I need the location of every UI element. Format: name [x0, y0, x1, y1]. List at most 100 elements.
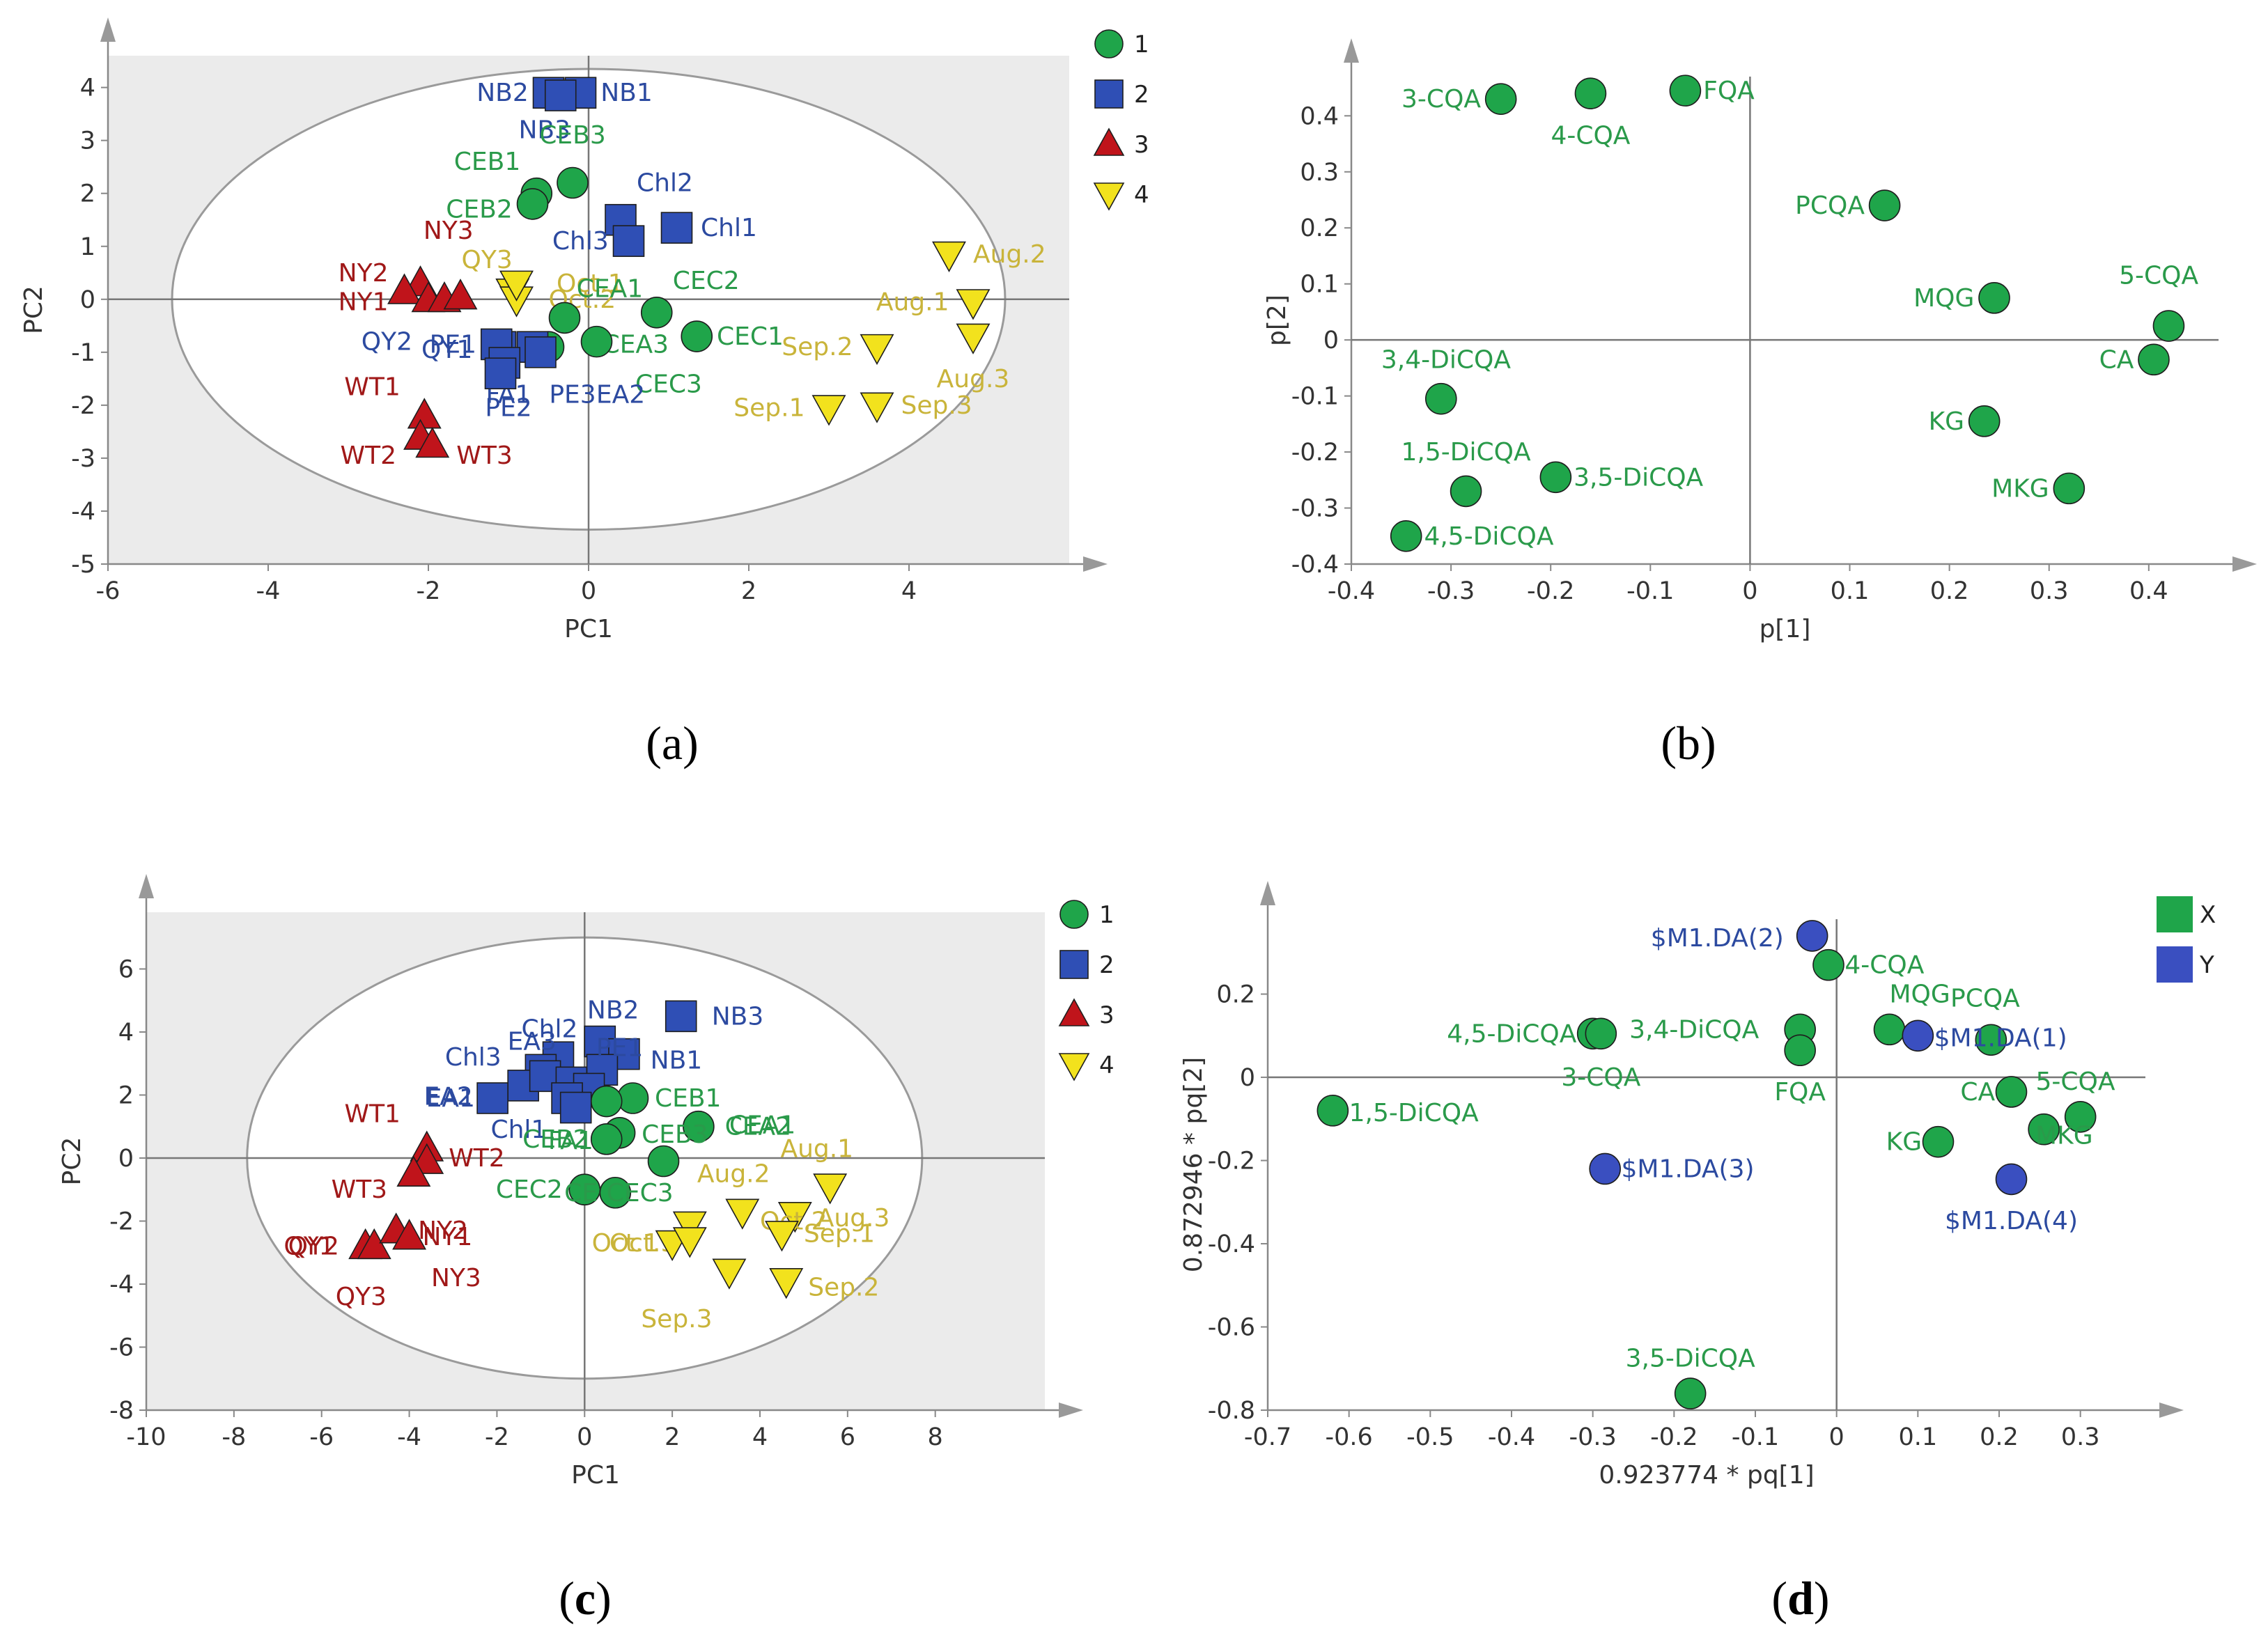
data-point [1868, 189, 1901, 221]
data-point [1995, 1163, 2028, 1196]
x-tick-label: 0.4 [2129, 577, 2168, 605]
x-tick-label: 0 [1742, 577, 1757, 605]
caption-part: ) [683, 717, 699, 769]
x-tick-label: 0 [581, 577, 596, 605]
y-tick-label: 4 [80, 75, 95, 102]
data-label: Sep.2 [808, 1274, 879, 1302]
data-label: 3,5-DiCQA [1574, 463, 1703, 492]
legend-label: 1 [1134, 31, 1149, 58]
data-point [2152, 310, 2185, 342]
x-tick-label: 6 [840, 1423, 855, 1451]
data-point [860, 334, 894, 366]
x-tick-label: -4 [256, 577, 281, 605]
data-label: CEC2 [496, 1175, 563, 1204]
data-point [1450, 475, 1482, 508]
data-point [672, 1211, 707, 1242]
y-tick-label: -2 [71, 392, 95, 420]
y-tick-label: 3 [80, 127, 95, 155]
x-tick-label: 8 [928, 1423, 943, 1451]
data-point [1484, 83, 1517, 115]
data-point [559, 1091, 592, 1124]
data-point [813, 1173, 848, 1205]
data-label: NB3 [712, 1002, 764, 1031]
data-point [1978, 282, 2010, 314]
data-point [764, 1221, 799, 1252]
data-label: QY1 [284, 1233, 334, 1261]
data-label: CEC3 [635, 370, 702, 398]
caption-part: ( [1771, 1572, 1787, 1625]
y-tick-label: -0.4 [1208, 1230, 1255, 1258]
data-point [443, 279, 478, 310]
x-tick-label: -0.2 [1650, 1423, 1698, 1451]
data-label: Aug.2 [697, 1160, 770, 1189]
data-point [956, 289, 991, 320]
data-label: EA2 [424, 1083, 473, 1111]
data-label: CEB3 [642, 1120, 708, 1149]
data-label: PCQA [1795, 192, 1865, 220]
data-label: CA [1960, 1078, 1995, 1107]
data-label: 3-CQA [1401, 85, 1481, 114]
data-label: KG [1929, 407, 1965, 436]
legend-label: X [2200, 901, 2216, 929]
x-tick-label: -0.3 [1427, 577, 1475, 605]
x-axis-label: p[1] [1760, 615, 1811, 643]
data-label: 4-CQA [1551, 121, 1630, 150]
data-point [1669, 75, 1702, 107]
data-point [712, 1258, 747, 1290]
legend-label: 2 [1099, 951, 1114, 979]
data-label: 1,5-DiCQA [1349, 1099, 1479, 1127]
caption-part: ( [646, 717, 662, 769]
data-point [1796, 920, 1828, 952]
x-tick-label: 0 [1829, 1423, 1844, 1451]
data-label: CEA1 [577, 275, 643, 304]
y-tick-label: 4 [118, 1019, 134, 1047]
data-label: PCQA [1950, 985, 2020, 1013]
y-tick-label: -0.4 [1291, 551, 1339, 579]
data-label: CEB1 [655, 1084, 721, 1113]
data-label: Aug.1 [780, 1134, 853, 1163]
data-label: WT3 [332, 1175, 388, 1204]
data-label: NY1 [422, 1223, 472, 1251]
data-point [590, 1085, 623, 1118]
data-point [544, 79, 577, 111]
data-label: 4,5-DiCQA [1424, 522, 1553, 551]
data-point [525, 336, 557, 368]
y-tick-label: -4 [109, 1271, 134, 1299]
chart-panel-b: -0.4 -0.3 -0.2 -0.1 0 0.1 0.2 0.3 0.4 -0.4 -0.3 -0.… [1263, 38, 2257, 769]
x-tick-label: 0.2 [1930, 577, 1969, 605]
data-point [1812, 948, 1844, 981]
data-point [1424, 382, 1457, 415]
y-tick-label: 0 [1323, 327, 1339, 354]
data-point [2028, 1113, 2060, 1146]
y-tick-label: -0.8 [1208, 1397, 1255, 1425]
data-label: MKG [1991, 474, 2049, 503]
data-point [415, 427, 450, 458]
data-label: CA [2099, 345, 2134, 374]
data-label: Sep.3 [641, 1305, 712, 1334]
data-label: NY2 [339, 259, 389, 288]
data-label: QY2 [288, 1233, 339, 1261]
data-label: Chl2 [521, 1015, 577, 1043]
y-tick-label: 0.4 [1300, 102, 1339, 130]
y-tick-label: -6 [109, 1334, 134, 1361]
data-point [516, 188, 549, 220]
data-label: CEB1 [454, 148, 520, 176]
data-point [599, 1176, 632, 1209]
data-label: NB2 [476, 79, 529, 107]
y-tick-label: 2 [118, 1081, 134, 1109]
y-tick-label: -0.2 [1291, 439, 1339, 467]
data-label: $M1.DA(2) [1651, 924, 1784, 953]
caption-part: d [1787, 1572, 1814, 1625]
data-label: Sep.1 [733, 394, 805, 423]
y-tick-label: -0.2 [1208, 1148, 1255, 1175]
legend-marker [1094, 29, 1124, 58]
data-label: CEC1 [717, 322, 784, 351]
data-point [932, 241, 966, 273]
data-point [1589, 1152, 1621, 1185]
x-tick-label: -4 [397, 1423, 421, 1451]
panel-caption: (a) [646, 717, 699, 769]
data-point [681, 320, 713, 352]
x-tick-label: -2 [485, 1423, 509, 1451]
y-axis-arrow [1260, 881, 1275, 905]
data-label: WT2 [341, 441, 397, 470]
